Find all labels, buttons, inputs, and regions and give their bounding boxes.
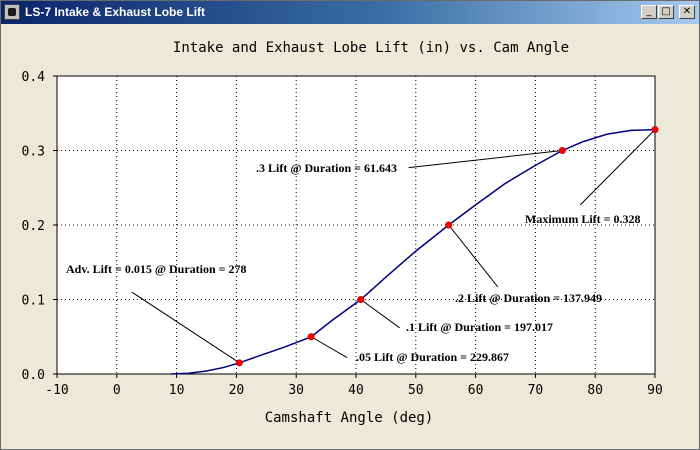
- x-tick-label: 60: [468, 383, 484, 398]
- y-tick-label: 0.2: [22, 219, 45, 234]
- chart-title: Intake and Exhaust Lobe Lift (in) vs. Ca…: [173, 40, 569, 56]
- data-point: [235, 359, 243, 367]
- maximize-button[interactable]: □: [658, 5, 674, 19]
- data-point: [558, 147, 566, 154]
- grid: [57, 76, 655, 374]
- axes: -10 0 10 20 30 40 50 60 70 80 90 0.0 0.1 0.2 0.3 0.4: [22, 70, 663, 398]
- data-point: [651, 126, 659, 134]
- annotation-line: [408, 150, 563, 169]
- app-icon[interactable]: [4, 4, 20, 20]
- annotation-label: .2 Lift @ Duration = 137.949: [455, 291, 602, 305]
- x-tick-label: 30: [288, 383, 304, 398]
- annotation-line: [448, 224, 499, 288]
- y-tick-label: 0.1: [22, 294, 45, 309]
- x-axis-label: Camshaft Angle (deg): [265, 410, 434, 426]
- x-tick-label: 50: [408, 383, 424, 398]
- close-button[interactable]: ✕: [679, 5, 695, 19]
- x-tick-label: 70: [528, 383, 544, 398]
- annotation-lines: [131, 129, 656, 364]
- annotation-line: [131, 291, 240, 364]
- window-title: LS-7 Intake & Exhaust Lobe Lift: [25, 5, 206, 19]
- annotation-label: .3 Lift @ Duration = 61.643: [256, 161, 397, 175]
- x-tick-label: 0: [113, 383, 121, 398]
- lift-curve: [170, 128, 656, 375]
- x-tick-label: 10: [169, 383, 185, 398]
- annotation-label: Adv. Lift = 0.015 @ Duration = 278: [66, 262, 247, 276]
- annotation-label: .05 Lift @ Duration = 229.867: [356, 350, 509, 364]
- x-tick-label: 90: [647, 383, 663, 398]
- annotation-labels: Adv. Lift = 0.015 @ Duration = 278 .05 Li…: [66, 161, 641, 364]
- plot-frame: [56, 75, 656, 375]
- x-tick-label: -10: [45, 383, 68, 398]
- annotation-label: Maximum Lift = 0.328: [525, 212, 641, 226]
- data-point: [307, 333, 315, 341]
- annotation-line: [579, 129, 656, 206]
- y-tick-label: 0.0: [22, 368, 45, 383]
- annotation-line: [310, 336, 348, 359]
- lift-chart: Intake and Exhaust Lobe Lift (in) vs. Ca…: [22, 40, 663, 426]
- title-bar[interactable]: LS-7 Intake & Exhaust Lobe Lift _ □ ✕: [1, 1, 699, 24]
- data-markers: [235, 126, 659, 367]
- plot-area: Intake and Exhaust Lobe Lift (in) vs. Ca…: [1, 24, 699, 449]
- x-tick-label: 40: [348, 383, 364, 398]
- annotation-label: .1 Lift @ Duration = 197.017: [406, 320, 553, 334]
- y-tick-label: 0.3: [22, 145, 45, 160]
- data-point: [445, 221, 453, 229]
- annotation-line: [360, 299, 400, 329]
- minimize-button[interactable]: _: [641, 5, 657, 19]
- x-tick-label: 20: [229, 383, 245, 398]
- x-tick-label: 80: [587, 383, 603, 398]
- data-point: [357, 296, 365, 303]
- y-tick-label: 0.4: [22, 70, 46, 85]
